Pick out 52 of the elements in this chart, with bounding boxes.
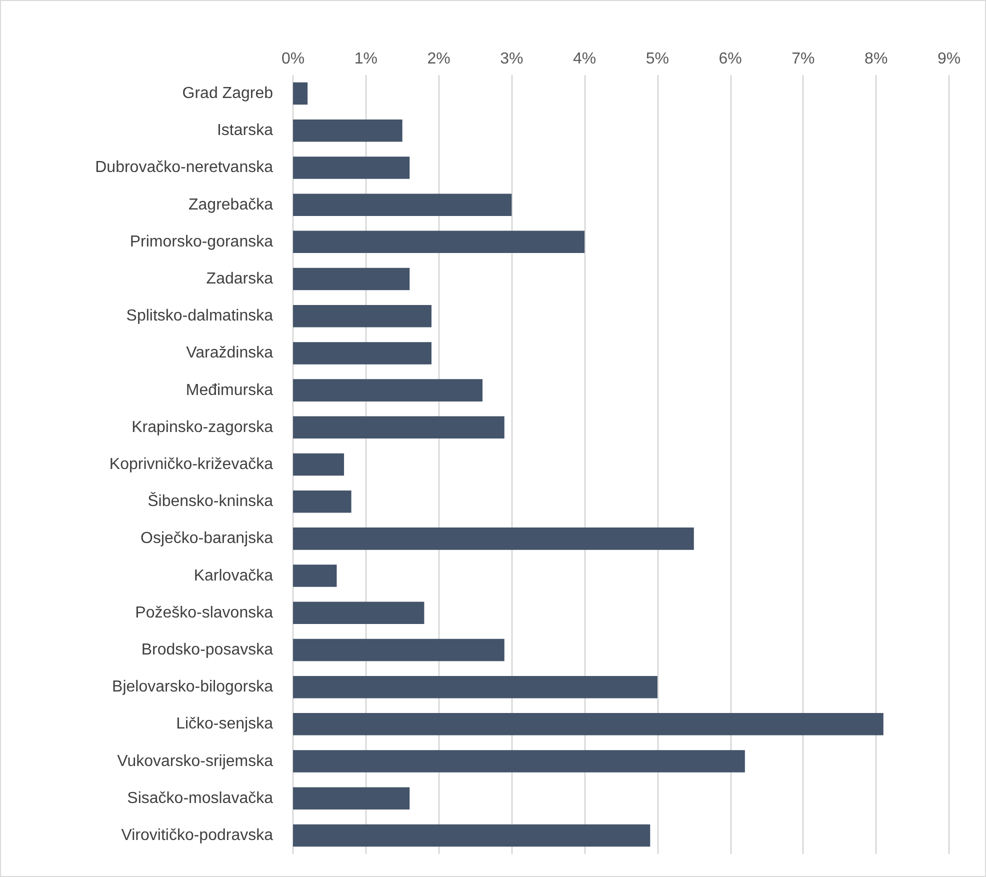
x-tick-label: 8% <box>864 50 888 68</box>
y-tick-label: Vukovarsko-srijemska <box>117 752 274 770</box>
x-tick-label: 4% <box>572 50 596 68</box>
bar <box>293 787 410 810</box>
bar <box>293 490 352 513</box>
bar <box>293 156 410 179</box>
bar <box>293 416 504 439</box>
y-tick-label: Ličko-senjska <box>176 716 274 733</box>
bar <box>293 750 745 772</box>
x-tick-label: 6% <box>718 50 742 68</box>
bar <box>293 564 337 587</box>
bar <box>293 268 410 290</box>
bar <box>293 120 402 142</box>
bar <box>293 676 658 698</box>
bar <box>293 824 650 847</box>
y-tick-label: Šibensko-kninska <box>148 492 274 510</box>
bar <box>293 194 512 216</box>
bar <box>293 638 504 662</box>
bar <box>293 304 432 328</box>
y-tick-label: Požeško-slavonska <box>135 604 274 622</box>
y-tick-label: Osječko-baranjska <box>140 530 274 548</box>
y-tick-label: Splitsko-dalmatinska <box>126 308 274 325</box>
bar <box>293 528 694 550</box>
x-tick-label: 1% <box>354 50 378 68</box>
y-tick-label: Bjelovarsko-bilogorska <box>112 678 274 696</box>
x-tick-label: 3% <box>500 50 524 68</box>
y-tick-label: Virovitičko-podravska <box>121 826 274 844</box>
y-tick-label: Karlovačka <box>194 567 274 584</box>
y-tick-label: Dubrovačko-neretvanska <box>95 159 274 176</box>
bar <box>293 453 344 476</box>
x-tick-label: 5% <box>646 50 670 68</box>
y-tick-label: Brodsko-posavska <box>141 641 274 658</box>
y-tick-label: Sisačko-moslavačka <box>127 790 274 807</box>
y-tick-label: Međimurska <box>186 382 274 399</box>
y-tick-label: Zadarska <box>206 270 274 288</box>
y-tick-label: Varaždinska <box>186 344 274 362</box>
bar <box>293 602 424 624</box>
x-tick-label: 9% <box>937 50 961 68</box>
y-tick-label: Krapinsko-zagorska <box>132 418 274 436</box>
bar <box>293 713 884 736</box>
bar <box>293 379 483 402</box>
x-tick-label: 7% <box>792 50 815 68</box>
y-tick-label: Zagrebačka <box>188 196 274 214</box>
bar <box>293 342 432 364</box>
x-tick-label: 2% <box>427 50 450 68</box>
x-tick-label: 0% <box>281 50 305 68</box>
y-tick-label: Primorsko-goranska <box>130 233 274 250</box>
bar <box>293 230 585 254</box>
y-tick-label: Koprivničko-križevačka <box>109 456 274 473</box>
y-tick-label: Grad Zagreb <box>182 85 274 102</box>
y-tick-label: Istarska <box>216 122 274 140</box>
bar <box>293 82 308 105</box>
